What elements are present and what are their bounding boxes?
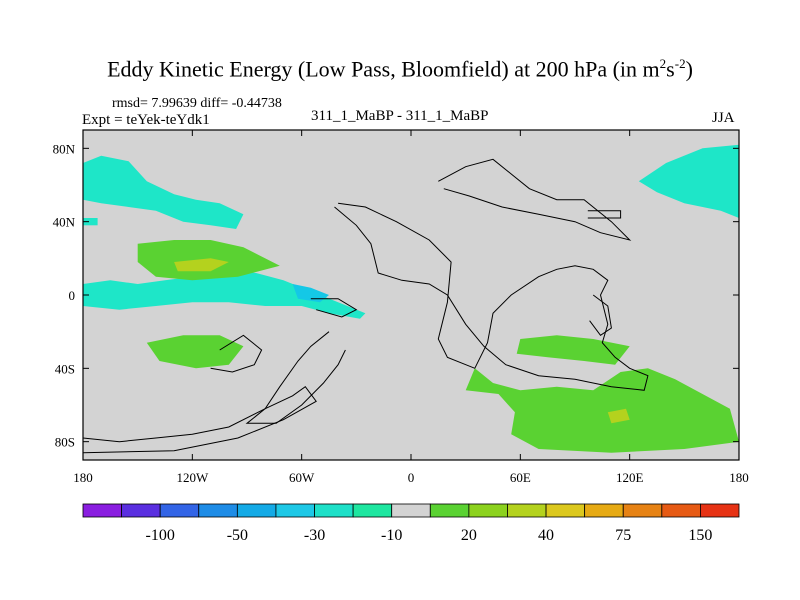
coastline-2 <box>210 334 263 373</box>
colorbar-box <box>622 503 663 518</box>
colorbar-label: -50 <box>227 527 248 544</box>
colorbar-box <box>352 503 393 518</box>
colorbar-box <box>198 503 238 518</box>
coastline-4 <box>334 202 649 391</box>
anomaly-region-6 <box>174 258 229 272</box>
anomaly-region-10 <box>607 408 630 424</box>
colorbar-box <box>429 503 470 518</box>
chart-title: Eddy Kinetic Energy (Low Pass, Bloomfiel… <box>107 56 693 82</box>
case-subtitle: 311_1_MaBP - 311_1_MaBP <box>311 108 489 124</box>
colorbar-box <box>82 503 122 518</box>
colorbar: -100 -50 -30 -10 20 40 75 150 <box>82 503 740 544</box>
x-tick-label: 60E <box>510 470 531 485</box>
x-tick-label: 180 <box>73 470 93 485</box>
anomaly-region-9 <box>516 335 630 365</box>
colorbar-label: -30 <box>304 527 325 544</box>
colorbar-label: -10 <box>381 527 402 544</box>
coastline-7 <box>589 294 612 336</box>
colorbar-label: 40 <box>538 527 554 544</box>
coastline-0 <box>83 386 317 454</box>
colorbar-label: 150 <box>688 527 712 544</box>
x-tick-label: 120E <box>616 470 644 485</box>
colorbar-box <box>314 503 354 518</box>
colorbar-box <box>468 503 508 518</box>
anomaly-region-1 <box>83 269 366 319</box>
colorbar-box <box>700 503 740 518</box>
x-tick-label: 180 <box>729 470 749 485</box>
x-tick-label: 120W <box>176 470 209 485</box>
colorbar-box <box>159 503 200 518</box>
anomaly-region-7 <box>146 335 244 369</box>
stats-text: rmsd= 7.99639 diff= -0.44738 <box>112 96 282 111</box>
x-tick-label: 60W <box>289 470 315 485</box>
colorbar-label: 20 <box>461 527 477 544</box>
axes: 180 120W 60W 0 60E 120E 180 80N 40N 0 40S 80S <box>53 130 749 485</box>
anomaly-region-3 <box>638 144 739 218</box>
x-tick-label: 0 <box>408 470 415 485</box>
anomaly-region-0 <box>83 155 244 229</box>
y-tick-label: 80N <box>53 141 76 156</box>
colorbar-box <box>121 503 161 518</box>
y-tick-label: 80S <box>55 435 75 450</box>
colorbar-box <box>661 503 701 518</box>
y-tick-label: 40S <box>55 361 75 376</box>
coastline-6 <box>587 210 622 219</box>
experiment-label: Expt = teYek-teYdk1 <box>82 112 210 128</box>
colorbar-box <box>507 503 547 518</box>
colorbar-label: -100 <box>146 527 175 544</box>
coastline-1 <box>245 331 346 424</box>
anomaly-region-4 <box>83 218 98 226</box>
colorbar-label: 75 <box>615 527 631 544</box>
anomaly-region-2 <box>292 284 329 303</box>
colorbar-box <box>584 503 624 518</box>
map-area <box>83 130 739 460</box>
colorbar-box <box>275 503 315 518</box>
season-label: JJA <box>712 110 735 126</box>
anomaly-region-8 <box>465 368 739 453</box>
coastline-5 <box>438 158 632 241</box>
y-tick-label: 40N <box>53 215 76 230</box>
coastline-3 <box>310 298 358 318</box>
y-tick-label: 0 <box>69 288 76 303</box>
colorbar-box <box>545 503 586 518</box>
colorbar-box <box>391 503 431 518</box>
colorbar-box <box>236 503 277 518</box>
